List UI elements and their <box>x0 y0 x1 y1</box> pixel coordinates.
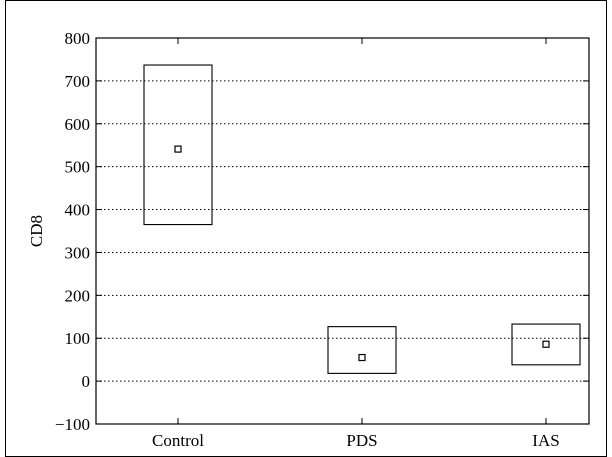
box-pds <box>327 326 397 374</box>
axis-ticks <box>96 37 589 425</box>
box-control <box>143 64 213 226</box>
y-tick-label: 0 <box>82 372 91 391</box>
tick-labels: −100 0 100 200 300 400 500 600 700 800 Control PDS I… <box>55 29 560 450</box>
y-axis-label: CD8 <box>27 215 46 247</box>
center-marker-pds <box>358 353 366 362</box>
boxes <box>143 64 581 374</box>
y-tick-label: 400 <box>65 201 91 220</box>
y-tick-label: 500 <box>65 158 91 177</box>
y-tick-label: 800 <box>65 29 91 48</box>
y-tick-label: −100 <box>55 415 90 434</box>
y-tick-label: 100 <box>65 329 91 348</box>
gridlines <box>96 80 589 382</box>
y-tick-label: 200 <box>65 286 91 305</box>
x-tick-label: PDS <box>346 431 377 450</box>
center-marker-ias <box>542 340 550 348</box>
box-ias <box>511 323 581 366</box>
center-marker-control <box>174 145 182 153</box>
plot-area-border <box>95 37 590 425</box>
x-tick-label: IAS <box>532 431 559 450</box>
y-tick-label: 700 <box>65 72 91 91</box>
y-tick-label: 300 <box>65 243 91 262</box>
y-tick-label: 600 <box>65 115 91 134</box>
x-tick-label: Control <box>152 431 204 450</box>
